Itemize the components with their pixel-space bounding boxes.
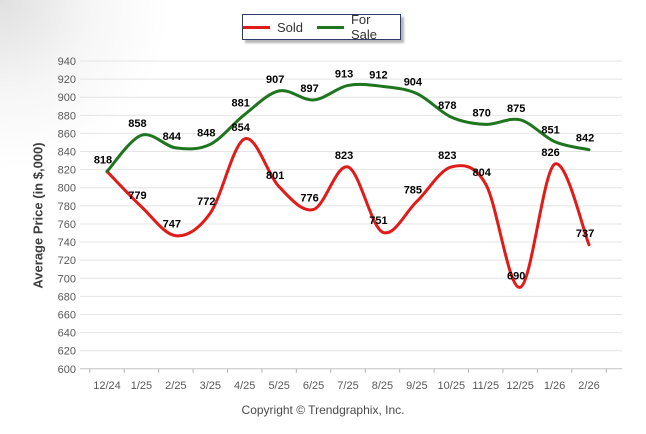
data-label-sold: 747 (163, 219, 181, 231)
x-tick-label: 12/25 (506, 380, 534, 392)
legend-label-sold: Sold (277, 19, 304, 35)
x-tick-label: 11/25 (472, 380, 499, 392)
data-label-for-sale: 844 (163, 131, 182, 143)
y-tick-label: 800 (58, 183, 76, 195)
x-tick-label: 6/25 (303, 380, 324, 392)
data-label-for-sale: 878 (438, 100, 456, 112)
x-tick-label: 4/25 (234, 380, 255, 392)
y-tick-label: 720 (58, 255, 76, 267)
y-tick-label: 920 (58, 74, 76, 86)
legend-label-for-sale: For Sale (350, 12, 377, 42)
x-tick-label: 7/25 (337, 380, 358, 392)
y-tick-label: 660 (58, 309, 76, 321)
data-label-sold: 751 (369, 215, 387, 227)
data-label-sold: 823 (335, 150, 353, 162)
x-tick-label: 2/25 (165, 380, 186, 392)
data-label-sold: 779 (128, 190, 146, 202)
x-tick-label: 10/25 (438, 380, 466, 392)
sold-line-swatch (243, 25, 270, 29)
y-tick-label: 820 (58, 165, 76, 177)
data-label-for-sale: 870 (473, 107, 491, 119)
series-line-sold[interactable] (105, 137, 591, 289)
data-label-sold: 737 (576, 228, 594, 240)
data-label-for-sale: 907 (266, 74, 284, 86)
series-line-for-sale[interactable] (105, 82, 591, 173)
y-tick-label: 840 (58, 147, 76, 159)
data-label-sold: 785 (404, 184, 422, 196)
y-tick-label: 940 (58, 56, 76, 68)
x-tick-label: 9/25 (406, 380, 427, 392)
y-tick-label: 780 (58, 201, 76, 213)
data-label-sold: 826 (541, 147, 559, 159)
data-label-sold: 854 (232, 122, 251, 134)
x-tick-label: 1/25 (131, 380, 152, 392)
data-label-for-sale: 913 (335, 68, 353, 80)
for-sale-line-swatch (317, 25, 344, 29)
data-label-for-sale: 904 (404, 77, 423, 89)
data-label-sold: 801 (266, 170, 284, 182)
legend-item-sold[interactable]: Sold (243, 20, 303, 35)
data-label-sold: 823 (438, 150, 456, 162)
data-label-sold: 772 (197, 196, 215, 208)
y-tick-label: 760 (58, 219, 76, 231)
data-label-sold: 804 (473, 167, 492, 179)
y-tick-label: 740 (58, 237, 76, 249)
legend-item-for-sale[interactable]: For Sale (317, 12, 400, 42)
y-tick-label: 600 (58, 364, 76, 376)
y-tick-label: 860 (58, 128, 76, 140)
data-label-sold: 818 (94, 154, 112, 166)
x-tick-label: 8/25 (372, 380, 393, 392)
x-tick-label: 2/26 (578, 380, 599, 392)
y-tick-label: 700 (58, 273, 76, 285)
data-label-for-sale: 912 (369, 69, 387, 81)
legend: Sold For Sale (242, 12, 401, 42)
data-label-for-sale: 881 (232, 97, 250, 109)
x-tick-label: 1/26 (544, 380, 565, 392)
data-label-for-sale: 875 (507, 103, 525, 115)
copyright-text: Copyright © Trendgraphix, Inc. (241, 403, 405, 417)
data-label-for-sale: 897 (300, 83, 318, 95)
x-tick-label: 12/24 (93, 380, 121, 392)
data-label-for-sale: 858 (128, 118, 146, 130)
y-tick-label: 680 (58, 291, 76, 303)
y-tick-label: 880 (58, 110, 76, 122)
y-tick-label: 900 (58, 92, 76, 104)
x-tick-label: 3/25 (200, 380, 221, 392)
data-label-for-sale: 848 (197, 127, 215, 139)
x-tick-label: 5/25 (268, 380, 289, 392)
y-tick-label: 640 (58, 328, 76, 340)
data-label-sold: 690 (507, 270, 525, 282)
y-tick-label: 620 (58, 346, 76, 358)
data-label-sold: 776 (300, 192, 318, 204)
data-label-for-sale: 842 (576, 133, 594, 145)
data-label-for-sale: 851 (541, 125, 559, 137)
